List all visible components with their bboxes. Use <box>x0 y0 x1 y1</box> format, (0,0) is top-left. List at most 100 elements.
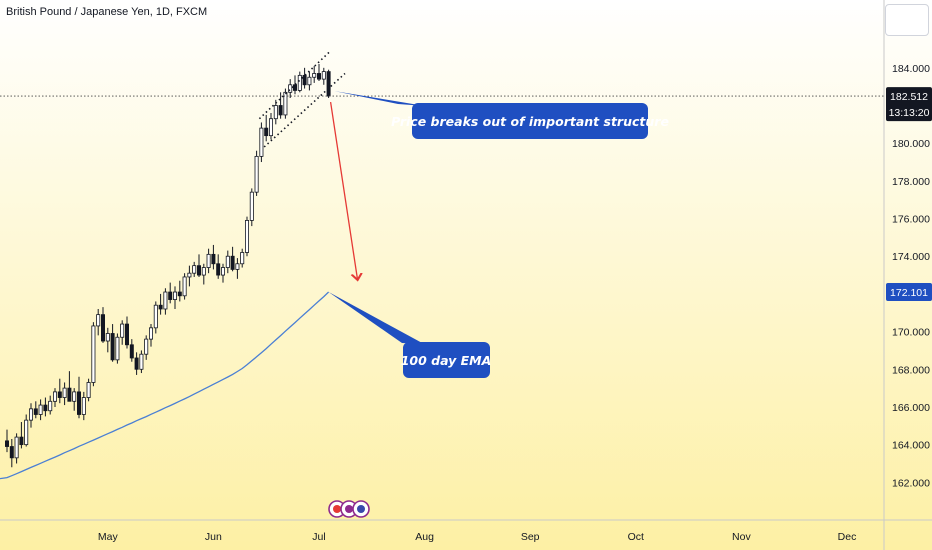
candle-body <box>259 127 264 157</box>
price-tag-timer: 13:13:20 <box>889 107 930 119</box>
candle-body <box>57 391 62 398</box>
candle <box>38 399 43 421</box>
candle <box>235 258 240 279</box>
candle-body <box>316 73 321 80</box>
candle <box>5 429 10 453</box>
candle-body <box>24 419 29 446</box>
x-tick-label: Aug <box>415 531 434 543</box>
candle <box>259 122 264 163</box>
candle-body <box>120 323 125 338</box>
candle-body <box>53 391 58 402</box>
candle <box>316 64 321 82</box>
candle <box>168 282 173 304</box>
price-tag-value: 182.512 <box>890 91 928 103</box>
candle <box>292 75 297 95</box>
ema-tag-value: 172.101 <box>890 287 928 299</box>
candle <box>230 246 235 272</box>
candle-body <box>28 408 33 421</box>
y-tick-label: 162.000 <box>892 477 930 489</box>
candle-body <box>9 446 14 459</box>
candle-body <box>297 74 302 91</box>
candle <box>91 322 96 387</box>
candle <box>19 422 24 449</box>
candle <box>206 248 211 274</box>
y-tick-label: 176.000 <box>892 214 930 226</box>
candle <box>216 254 221 279</box>
candle-body <box>115 336 120 361</box>
candle <box>273 99 278 125</box>
candle-body <box>158 304 163 310</box>
candle <box>220 263 225 283</box>
candle-body <box>326 71 331 97</box>
candle-body <box>172 291 177 300</box>
breakout-callout-text: Price breaks out of important structure <box>391 114 669 129</box>
x-tick-label: Jun <box>205 531 222 543</box>
candle <box>182 273 187 300</box>
candle-body <box>14 436 19 459</box>
candle-body <box>216 263 221 276</box>
ema-tag-box <box>886 283 932 302</box>
candle <box>148 324 153 347</box>
x-tick-label: May <box>98 531 119 543</box>
channel-upper-line <box>258 50 332 120</box>
candle-body <box>249 191 254 221</box>
y-tick-label: 168.000 <box>892 364 930 376</box>
candle-body <box>235 263 240 270</box>
candle-body <box>206 253 211 268</box>
candle-body <box>244 220 249 253</box>
candle <box>115 333 120 364</box>
candle-body <box>105 333 110 342</box>
candle-body <box>268 118 273 137</box>
candle <box>288 79 293 98</box>
candle <box>297 71 302 93</box>
candle <box>86 378 91 402</box>
y-tick-label: 166.000 <box>892 402 930 414</box>
ema-callout-box <box>403 342 490 378</box>
candle <box>158 293 163 315</box>
candle-body <box>91 325 96 383</box>
breakout-callout-box <box>412 103 648 139</box>
candle-body <box>48 400 53 412</box>
candle-body <box>144 338 149 355</box>
projection-arrow <box>329 101 358 280</box>
candle-body <box>254 155 259 193</box>
candle <box>187 265 192 287</box>
candle-body <box>312 73 317 78</box>
candle-body <box>192 265 197 274</box>
candle-body <box>201 267 206 276</box>
candle <box>249 188 254 227</box>
candle <box>101 307 106 343</box>
candle-body <box>230 255 235 270</box>
candle <box>28 403 33 428</box>
candle <box>105 327 110 353</box>
ema-callout-pointer <box>328 292 424 344</box>
candle <box>77 376 82 419</box>
candle <box>33 401 38 419</box>
candle-body <box>220 267 225 276</box>
y-tick-label: 164.000 <box>892 440 930 452</box>
candle <box>240 248 245 268</box>
candle-body <box>307 76 312 86</box>
candle <box>312 65 317 83</box>
candle <box>120 320 125 345</box>
breakout-callout-pointer <box>334 91 425 106</box>
candle <box>244 216 249 257</box>
candle-body <box>125 323 130 346</box>
candle-body <box>43 404 48 412</box>
x-tick-label: Jul <box>312 531 325 543</box>
brand-dot <box>345 505 353 513</box>
brand-dot <box>333 505 341 513</box>
candle-body <box>187 272 192 278</box>
candle <box>57 378 62 404</box>
candle-body <box>110 333 115 361</box>
candle-body <box>62 387 67 398</box>
settings-button[interactable] <box>885 4 929 36</box>
candle <box>125 316 130 349</box>
candle-body <box>38 404 43 415</box>
candle <box>302 67 307 89</box>
candle-body <box>288 84 293 93</box>
y-tick-label: 178.000 <box>892 176 930 188</box>
candle <box>278 92 283 119</box>
candle <box>177 280 182 302</box>
